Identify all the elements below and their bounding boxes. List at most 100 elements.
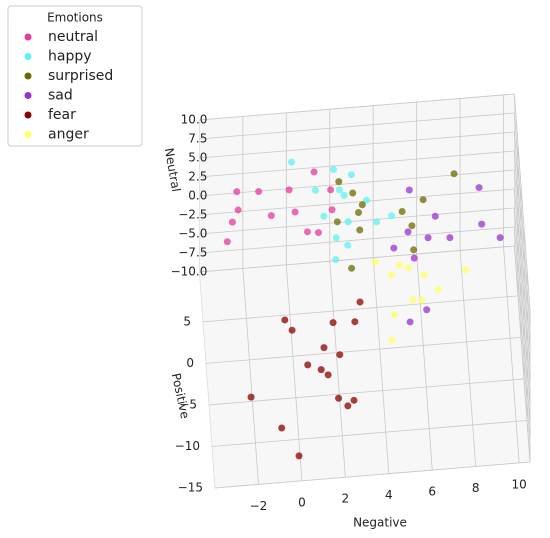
y-tick-label: 5 <box>183 314 191 328</box>
legend-label: surprised <box>48 68 113 84</box>
legend-title: Emotions <box>47 11 103 25</box>
z-grid-line <box>199 226 515 254</box>
z-tick-label: −5.0 <box>178 227 207 241</box>
z-grid-line <box>199 112 515 140</box>
z-grid-line <box>199 93 515 121</box>
point <box>234 206 242 214</box>
x-tick-label: 0 <box>298 495 306 509</box>
z-grid-line <box>514 112 531 330</box>
point <box>228 218 236 226</box>
z-grid-line <box>199 207 515 235</box>
point <box>356 298 364 306</box>
point <box>335 394 343 402</box>
point <box>267 212 275 220</box>
point <box>405 186 413 194</box>
point <box>327 186 335 194</box>
panes <box>198 93 531 489</box>
legend-label: sad <box>48 88 73 104</box>
point <box>410 246 418 254</box>
x-grid-line <box>459 250 477 467</box>
point <box>351 318 359 326</box>
point <box>332 256 340 264</box>
legend-marker <box>24 131 32 138</box>
point <box>475 184 483 192</box>
point <box>358 201 366 209</box>
z-grid-line <box>199 245 515 273</box>
point <box>288 326 296 334</box>
z-axis-label: Neutral <box>162 147 183 193</box>
point <box>310 168 318 176</box>
points <box>223 158 504 460</box>
point <box>478 220 486 228</box>
point <box>332 234 340 242</box>
z-grid-line <box>514 169 531 387</box>
legend-box <box>7 5 143 147</box>
point <box>424 234 432 242</box>
point <box>281 316 289 324</box>
legend-label: anger <box>48 127 89 143</box>
point <box>347 171 355 179</box>
point <box>390 244 398 252</box>
z-grid-line <box>514 131 531 349</box>
point <box>349 189 357 197</box>
y-tick-label: 0 <box>186 356 194 370</box>
point <box>371 258 379 266</box>
point <box>406 318 414 326</box>
point <box>335 186 343 194</box>
z-grid-line <box>199 169 515 197</box>
z-grid-line <box>514 93 531 311</box>
z-tick-label: 0.0 <box>188 189 207 203</box>
x-grid-line <box>372 257 390 474</box>
point <box>278 424 286 432</box>
point <box>420 271 428 279</box>
point <box>223 238 231 246</box>
floor-pane <box>198 245 531 489</box>
point <box>329 319 337 327</box>
point <box>404 264 412 272</box>
legend-marker <box>24 33 32 41</box>
point <box>233 188 241 196</box>
z-tick-label: 7.5 <box>188 132 207 146</box>
z-grid-line <box>199 150 515 178</box>
point <box>348 264 356 272</box>
x-grid-line <box>503 246 520 463</box>
z-grid-line <box>514 245 531 463</box>
point <box>461 266 469 274</box>
legend-marker <box>24 72 32 80</box>
point <box>387 271 395 279</box>
point <box>431 212 439 220</box>
point <box>398 207 406 215</box>
point <box>328 206 336 214</box>
point <box>303 228 311 236</box>
x-tick-label: 6 <box>428 485 436 499</box>
x-tick-label: 10 <box>511 477 526 491</box>
legend-marker <box>24 53 32 60</box>
point <box>408 222 416 230</box>
point <box>423 306 431 314</box>
point <box>390 311 398 319</box>
x-tick-label: −2 <box>250 499 268 513</box>
legend-label: happy <box>48 49 92 65</box>
x-grid-line <box>242 268 259 485</box>
point <box>324 371 332 379</box>
labels: −2 0 2 4 6 8 10 −15 −10 −5 0 5 −10.0 −7.5 −5.0 −2.5 0.0 2… <box>171 113 527 513</box>
x-tick-label: 8 <box>472 481 480 495</box>
point <box>287 158 295 166</box>
point <box>356 226 364 234</box>
legend-label: fear <box>48 107 76 123</box>
point <box>410 254 418 262</box>
point <box>418 296 426 304</box>
legend-marker <box>24 111 32 119</box>
z-tick-label: 5.0 <box>188 151 207 165</box>
point <box>291 208 299 216</box>
y-grid-line <box>202 295 519 323</box>
x-axis-label: Negative <box>353 516 407 530</box>
z-grid-line <box>514 150 531 368</box>
point <box>344 402 352 410</box>
x-grid-line <box>329 261 346 478</box>
point <box>255 188 263 196</box>
point <box>409 296 417 304</box>
point <box>333 218 341 226</box>
point <box>336 351 344 359</box>
